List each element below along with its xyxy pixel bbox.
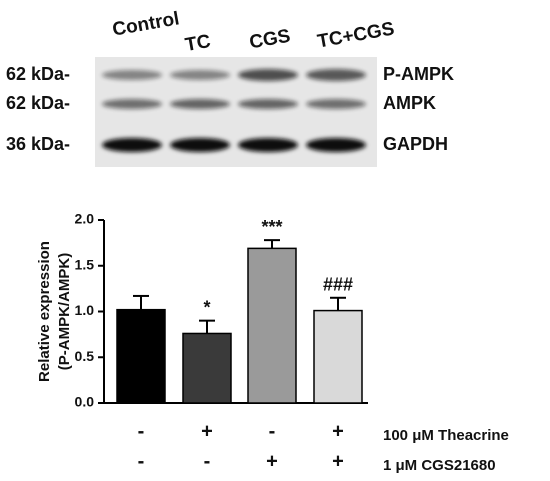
size-label: 62 kDa- (6, 93, 70, 113)
treatment-sign: + (201, 420, 213, 442)
band (102, 99, 162, 109)
significance-label: ### (323, 275, 353, 295)
blot-bands (102, 69, 366, 152)
significance-label: *** (261, 217, 282, 237)
y-tick-label: 1.0 (75, 302, 95, 318)
error-bar (330, 296, 346, 311)
band (306, 138, 366, 152)
lane-label: TC+CGS (316, 18, 396, 52)
treatment-sign: - (269, 420, 276, 442)
treatment-name: 1 μM CGS21680 (383, 457, 496, 474)
band (306, 69, 366, 81)
treatment-sign: + (266, 450, 278, 472)
bar (313, 309, 363, 404)
y-tick-label: 2.0 (75, 211, 95, 227)
y-axis-label: Relative expression (36, 241, 53, 382)
lane-label: CGS (248, 26, 292, 54)
band (238, 138, 298, 152)
size-label: 62 kDa- (6, 64, 70, 84)
error-bar (264, 239, 280, 249)
protein-label: AMPK (383, 93, 436, 113)
significance-label: * (203, 297, 210, 317)
bar (247, 247, 297, 404)
protein-label: P-AMPK (383, 64, 454, 84)
band (102, 138, 162, 152)
band (238, 99, 298, 109)
bar (182, 332, 232, 404)
band (306, 99, 366, 109)
treatment-sign: - (138, 450, 145, 472)
treatment-sign: - (138, 420, 145, 442)
treatment-sign: + (332, 420, 344, 442)
treatment-name: 100 μM Theacrine (383, 427, 509, 444)
y-tick-label: 0.0 (75, 394, 95, 410)
error-bar (133, 294, 149, 310)
lane-label: Control (111, 8, 181, 40)
treatment-sign: - (204, 450, 211, 472)
y-tick-label: 0.5 (75, 348, 95, 364)
band (170, 138, 230, 152)
error-bar (199, 319, 215, 334)
y-tick-label: 1.5 (75, 256, 95, 272)
lane-label: TC (184, 31, 213, 56)
bar (116, 308, 166, 404)
treatment-sign: + (332, 450, 344, 472)
y-axis-label: (P-AMPK/AMPK) (56, 253, 73, 371)
band (102, 70, 162, 80)
band (170, 99, 230, 109)
band (238, 69, 298, 81)
band (170, 70, 230, 80)
protein-label: GAPDH (383, 134, 448, 154)
size-label: 36 kDa- (6, 134, 70, 154)
